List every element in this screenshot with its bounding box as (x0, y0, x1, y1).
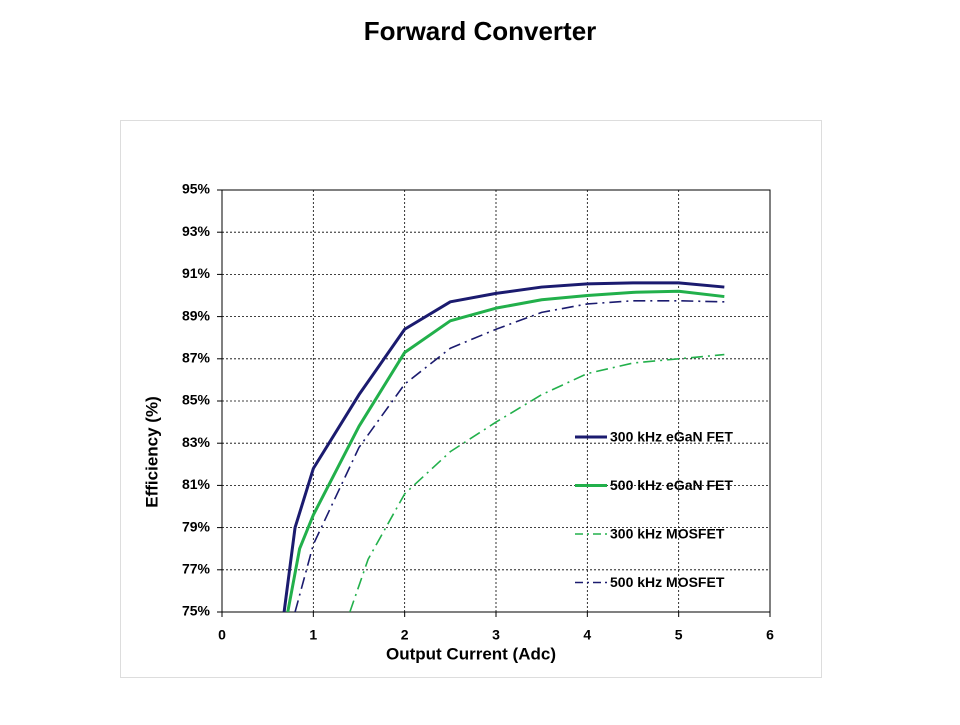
legend-label: 300 kHz MOSFET (610, 526, 725, 542)
legend-label: 500 kHz MOSFET (610, 574, 725, 590)
x-tick-label: 1 (309, 627, 317, 643)
series-line (282, 281, 725, 612)
x-tick-label: 2 (401, 627, 409, 643)
chart-title: Forward Converter (364, 16, 597, 46)
x-tick-label: 0 (218, 627, 226, 643)
series-line (294, 299, 725, 612)
series-line (349, 353, 725, 612)
y-tick-label: 81% (182, 476, 211, 492)
chart-panel (120, 120, 822, 678)
x-tick-label: 4 (583, 627, 591, 643)
y-tick-label: 85% (182, 392, 211, 408)
y-tick-label: 89% (182, 307, 211, 323)
x-tick-label: 6 (766, 627, 774, 643)
y-tick-label: 87% (182, 350, 211, 366)
y-tick-label: 79% (182, 518, 211, 534)
series-line (286, 289, 725, 612)
y-tick-label: 83% (182, 434, 211, 450)
x-tick-label: 3 (492, 627, 500, 643)
legend-label: 500 kHz eGaN FET (610, 477, 733, 493)
y-tick-label: 75% (182, 603, 211, 619)
y-tick-label: 93% (182, 223, 211, 239)
y-axis-label: Efficiency (%) (142, 396, 161, 507)
y-tick-label: 91% (182, 265, 211, 281)
plot-border (221, 189, 771, 613)
y-tick-label: 77% (182, 561, 211, 577)
y-tick-label: 95% (182, 181, 211, 197)
legend-label: 300 kHz eGaN FET (610, 429, 733, 445)
x-tick-label: 5 (675, 627, 683, 643)
x-axis-label: Output Current (Adc) (386, 644, 556, 663)
